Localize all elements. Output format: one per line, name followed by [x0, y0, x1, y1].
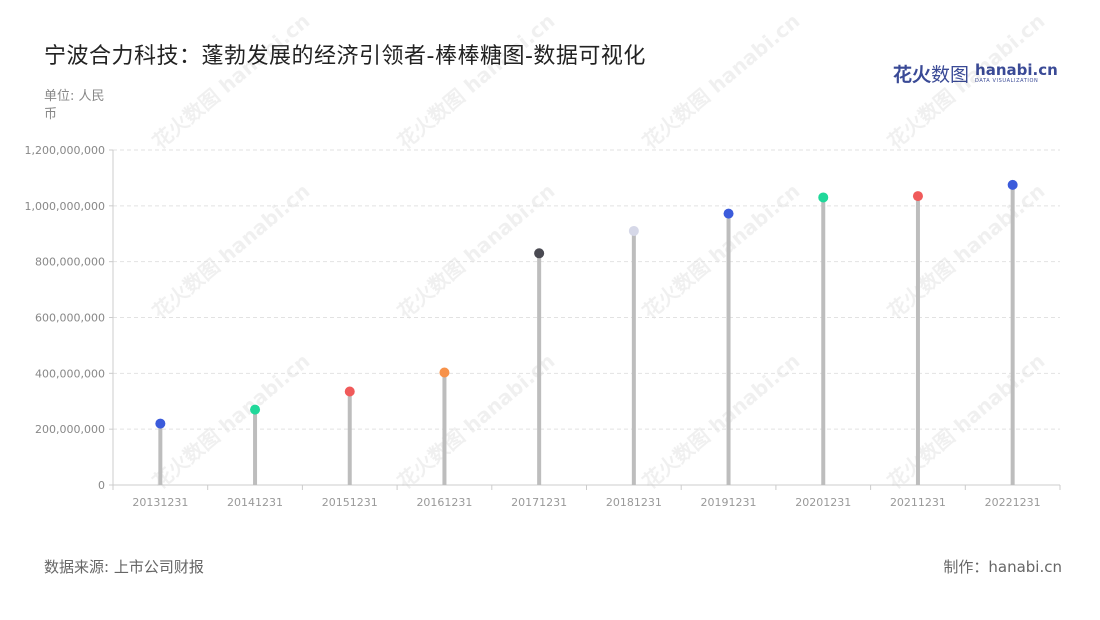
lollipop-dot: [912, 191, 923, 202]
x-tick-label: 20161231: [416, 496, 472, 509]
credit: 制作：hanabi.cn: [943, 558, 1062, 576]
y-tick-label: 1,000,000,000: [25, 200, 105, 213]
data-marks: [155, 179, 1018, 485]
lollipop-dot: [155, 418, 166, 429]
watermark-text: 花火数图 hanabi.cn: [148, 179, 315, 324]
watermark-text: 花火数图 hanabi.cn: [883, 179, 1050, 324]
y-tick-label: 400,000,000: [35, 367, 105, 380]
y-tick-label: 800,000,000: [35, 256, 105, 269]
x-axis: 20131231 20141231 20151231 20161231 20171231…: [112, 484, 1061, 509]
watermark-text: 花火数图 hanabi.cn: [638, 179, 805, 324]
watermark-text: 花火数图 hanabi.cn: [638, 9, 805, 154]
data-source: 数据来源: 上市公司财报: [44, 558, 204, 576]
watermark-text: 花火数图 hanabi.cn: [638, 349, 805, 494]
lollipop-dot: [1007, 179, 1018, 190]
x-tick-label: 20221231: [985, 496, 1041, 509]
watermark-text: 花火数图 hanabi.cn: [393, 349, 560, 494]
y-tick-label: 600,000,000: [35, 312, 105, 325]
x-tick-label: 20181231: [606, 496, 662, 509]
lollipop-dot: [534, 248, 545, 259]
lollipop-dot: [818, 192, 829, 203]
logo-en: hanabi.cn: [975, 60, 1058, 79]
x-tick-label: 20201231: [795, 496, 851, 509]
chart-title: 宁波合力科技：蓬勃发展的经济引领者-棒棒糖图-数据可视化: [44, 44, 646, 69]
watermark-text: 花火数图 hanabi.cn: [148, 9, 315, 154]
watermark-text: 花火数图 hanabi.cn: [393, 179, 560, 324]
y-tick-label: 1,200,000,000: [25, 144, 105, 157]
x-tick-label: 20151231: [322, 496, 378, 509]
watermark-text: 花火数图 hanabi.cn: [883, 349, 1050, 494]
logo-sub: DATA VISUALIZATION: [975, 77, 1039, 84]
x-tick-label: 20211231: [890, 496, 946, 509]
lollipop-dot: [628, 225, 639, 236]
grid-layer: [113, 149, 1060, 430]
lollipop-dot: [250, 404, 261, 415]
y-axis: 0 200,000,000 400,000,000 600,000,000 800,00…: [25, 144, 114, 492]
unit-label: 单位: 人民币: [44, 89, 105, 122]
watermark-layer: 花火数图 hanabi.cn 花火数图 hanabi.cn 花火数图 hanabi.…: [148, 9, 1050, 494]
watermark-text: 花火数图 hanabi.cn: [393, 9, 560, 154]
watermark-text: 花火数图 hanabi.cn: [883, 9, 1050, 154]
y-tick-label: 200,000,000: [35, 423, 105, 436]
x-tick-label: 20131231: [132, 496, 188, 509]
lollipop-dot: [439, 367, 450, 378]
lollipop-dot: [344, 386, 355, 397]
x-tick-label: 20191231: [701, 496, 757, 509]
watermark-text: 花火数图 hanabi.cn: [148, 349, 315, 494]
x-tick-label: 20141231: [227, 496, 283, 509]
lollipop-dot: [723, 208, 734, 219]
hanabi-logo: 花火数图 hanabi.cn DATA VISUALIZATION: [893, 60, 1058, 86]
x-tick-label: 20171231: [511, 496, 567, 509]
y-tick-label: 0: [98, 479, 105, 492]
logo-cn: 花火数图: [893, 63, 970, 86]
